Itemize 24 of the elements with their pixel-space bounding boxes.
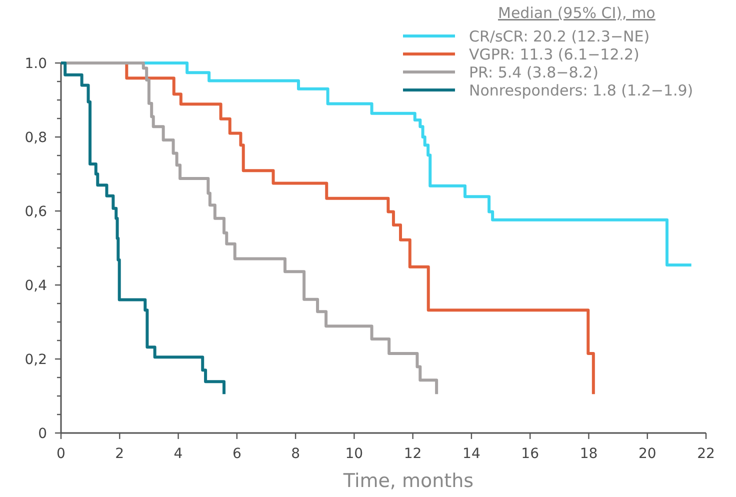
x-tick-label: 4 — [174, 446, 183, 462]
x-tick-label: 14 — [462, 446, 480, 462]
x-tick-label: 6 — [232, 446, 242, 462]
y-tick-label: 0,2 — [24, 352, 47, 368]
x-tick-label: 18 — [580, 446, 598, 462]
y-tick-label: 0,4 — [24, 278, 48, 294]
legend-label: CR/sCR: 20.2 (12.3−NE) — [469, 27, 650, 46]
x-tick-label: 8 — [291, 446, 300, 462]
y-tick-label: 0 — [38, 426, 47, 442]
x-tick-label: 20 — [638, 446, 656, 462]
y-tick-label: 1.0 — [24, 56, 47, 72]
x-tick-label: 22 — [697, 446, 715, 462]
legend-label: Nonresponders: 1.8 (1.2−1.9) — [469, 81, 694, 100]
x-tick-label: 10 — [345, 446, 364, 462]
x-tick-label: 16 — [521, 446, 540, 462]
legend-title: Median (95% CI), mo — [498, 4, 656, 22]
x-axis-title: Time, months — [342, 470, 474, 492]
x-tick-label: 2 — [115, 446, 124, 462]
x-tick-label: 0 — [56, 446, 66, 462]
x-tick-label: 12 — [404, 446, 422, 462]
legend-label: VGPR: 11.3 (6.1−12.2) — [469, 45, 640, 64]
legend-label: PR: 5.4 (3.8−8.2) — [469, 63, 598, 82]
y-tick-label: 0,8 — [24, 130, 47, 146]
y-tick-label: 0,6 — [24, 204, 48, 220]
